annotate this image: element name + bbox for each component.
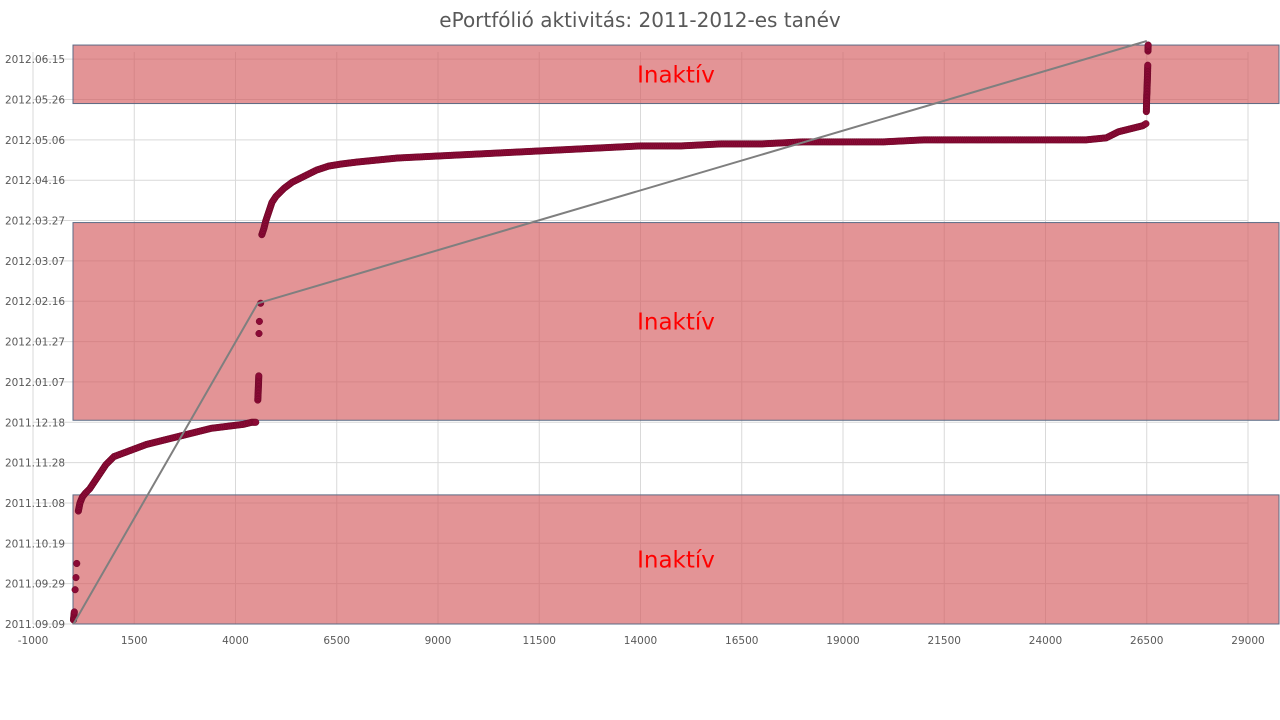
x-tick-label: 19000 — [826, 635, 859, 647]
data-point — [72, 574, 80, 582]
data-point — [1142, 120, 1150, 128]
trend-line — [72, 40, 1148, 625]
y-tick-label: 2012.05.26 — [5, 95, 65, 107]
data-point — [255, 329, 263, 338]
x-tick-label: 4000 — [222, 635, 249, 647]
y-tick-label: 2011.10.19 — [5, 538, 65, 550]
axes: -1000 1500 4000 6500 9000 11500 14000 16500 1900… — [5, 54, 1265, 647]
data-point — [255, 372, 263, 380]
x-tick-label: 1500 — [121, 635, 148, 647]
inactive-band — [72, 44, 1280, 105]
x-tick-label: 11500 — [523, 635, 556, 647]
x-tick-label: 6500 — [323, 635, 350, 647]
y-tick-label: 2012.03.07 — [5, 256, 65, 268]
y-tick-label: 2011.12.18 — [5, 417, 65, 429]
y-tick-label: 2011.09.29 — [5, 579, 65, 591]
x-tick-label: 26500 — [1130, 635, 1163, 647]
x-tick-label: 9000 — [425, 635, 452, 647]
y-tick-label: 2012.01.07 — [5, 377, 65, 389]
inactive-band-label: Inaktív — [637, 309, 715, 335]
data-point — [1144, 41, 1152, 49]
y-tick-label: 2012.06.15 — [5, 54, 65, 66]
x-tick-label: 16500 — [725, 635, 758, 647]
inactive-band-label: Inaktív — [637, 62, 715, 88]
inactive-band — [72, 222, 1280, 421]
data-point — [73, 559, 81, 568]
y-tick-label: 2012.03.27 — [5, 216, 65, 228]
x-tick-label: 21500 — [928, 635, 961, 647]
data-point — [252, 418, 260, 426]
x-tick-label: 14000 — [624, 635, 657, 647]
data-point — [1144, 61, 1152, 69]
x-tick-label: 29000 — [1231, 635, 1264, 647]
x-tick-label: -1000 — [18, 635, 49, 647]
y-tick-label: 2012.04.16 — [5, 175, 65, 187]
y-tick-label: 2012.05.06 — [5, 135, 65, 147]
y-tick-label: 2012.02.16 — [5, 296, 65, 308]
chart-title: ePortfólió aktivitás: 2011-2012-es tanév — [439, 8, 841, 32]
y-tick-label: 2011.09.09 — [5, 619, 65, 631]
inactive-bands — [72, 44, 1280, 625]
y-tick-label: 2012.01.27 — [5, 337, 65, 349]
data-point — [71, 586, 79, 594]
inactive-band — [72, 494, 1280, 625]
data-point — [70, 608, 78, 616]
data-point — [255, 317, 263, 325]
trend-line — [72, 40, 1148, 625]
band-labels: Inaktív Inaktív Inaktív — [637, 62, 715, 573]
x-tick-label: 24000 — [1029, 635, 1062, 647]
y-tick-label: 2011.11.28 — [5, 458, 65, 470]
data-points — [69, 41, 1152, 624]
y-tick-label: 2011.11.08 — [5, 498, 65, 510]
inactive-band-label: Inaktív — [637, 547, 715, 573]
